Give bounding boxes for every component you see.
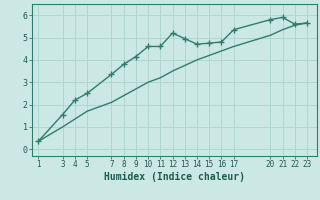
X-axis label: Humidex (Indice chaleur): Humidex (Indice chaleur) — [104, 172, 245, 182]
